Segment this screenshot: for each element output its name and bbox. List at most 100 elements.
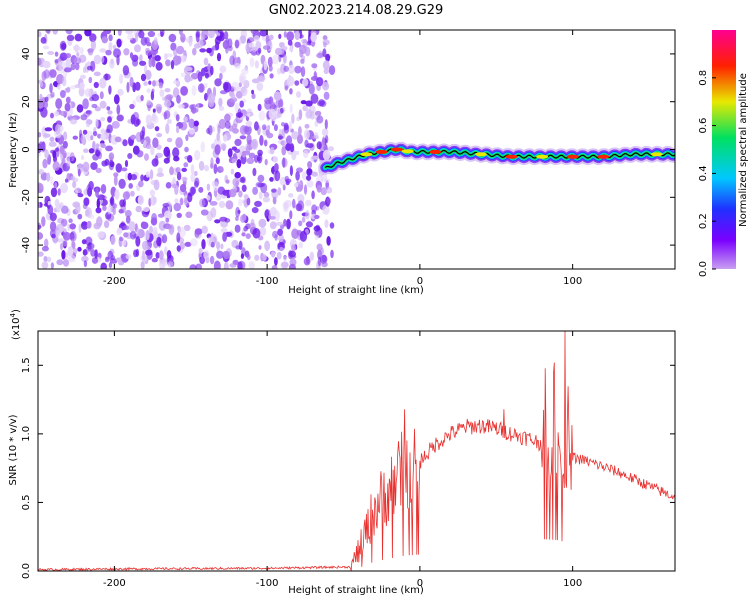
noise-speck: [40, 107, 48, 118]
noise-speck: [84, 30, 92, 37]
noise-speck: [249, 57, 255, 68]
noise-speck: [49, 136, 55, 142]
noise-speck: [223, 261, 229, 269]
noise-speck: [113, 175, 118, 186]
noise-speck: [41, 216, 46, 227]
noise-speck: [234, 39, 240, 49]
noise-speck: [179, 197, 184, 206]
noise-speck: [165, 59, 171, 67]
noise-speck: [54, 182, 58, 190]
ridge-hotspot: [566, 154, 579, 159]
noise-speck: [303, 257, 311, 266]
noise-speck: [133, 249, 138, 258]
noise-speck: [254, 60, 259, 69]
noise-speck: [122, 65, 130, 76]
noise-speck: [302, 78, 309, 87]
noise-speck: [128, 183, 133, 189]
noise-speck: [238, 190, 243, 198]
noise-speck: [69, 223, 76, 230]
noise-speck: [46, 30, 51, 35]
noise-speck: [171, 183, 177, 189]
noise-speck: [216, 250, 224, 259]
noise-speck: [277, 242, 281, 250]
noise-speck: [247, 112, 251, 118]
noise-speck: [287, 39, 293, 46]
noise-speck: [292, 198, 296, 209]
noise-speck: [86, 220, 92, 229]
noise-speck: [216, 52, 222, 62]
noise-speck: [185, 134, 189, 141]
noise-speck: [258, 218, 267, 228]
noise-speck: [232, 128, 239, 134]
noise-speck: [254, 254, 260, 261]
noise-speck: [267, 124, 271, 130]
noise-speck: [181, 167, 187, 172]
noise-speck: [82, 161, 90, 173]
noise-speck: [325, 53, 331, 62]
noise-speck: [71, 241, 76, 249]
noise-speck: [190, 186, 196, 195]
noise-speck: [215, 241, 221, 250]
noise-speck: [282, 184, 286, 191]
noise-speck: [271, 265, 278, 269]
noise-speck: [311, 204, 317, 213]
noise-speck: [201, 239, 206, 250]
noise-speck: [241, 150, 247, 158]
noise-speck: [142, 207, 150, 213]
noise-speck: [247, 254, 251, 261]
noise-speck: [136, 118, 141, 126]
noise-speck: [136, 150, 144, 158]
noise-speck: [199, 48, 207, 53]
x-tick-label: 0: [417, 578, 423, 589]
noise-speck: [239, 75, 245, 84]
noise-speck: [100, 55, 105, 63]
noise-speck: [50, 187, 58, 198]
noise-speck: [107, 250, 114, 260]
noise-speck: [258, 110, 266, 121]
noise-speck: [215, 193, 222, 201]
noise-speck: [316, 77, 324, 87]
noise-speck: [143, 81, 148, 86]
noise-speck: [57, 83, 61, 90]
noise-speck: [52, 161, 60, 171]
noise-speck: [239, 100, 244, 108]
noise-speck: [316, 141, 322, 150]
noise-speck: [197, 83, 205, 93]
noise-speck: [223, 251, 231, 260]
noise-speck: [254, 154, 259, 163]
colorbar-label: Normalized spectral amplitude: [738, 73, 749, 227]
noise-speck: [44, 127, 53, 132]
noise-speck: [234, 138, 242, 147]
noise-speck: [307, 161, 313, 169]
noise-speck: [201, 30, 209, 39]
noise-speck: [90, 162, 98, 170]
noise-speck: [128, 221, 136, 232]
noise-speck: [286, 218, 291, 230]
noise-speck: [116, 114, 124, 122]
noise-speck: [49, 176, 54, 185]
noise-speck: [155, 252, 160, 259]
noise-speck: [234, 224, 241, 233]
noise-speck: [195, 31, 200, 43]
noise-speck: [123, 232, 129, 238]
noise-speck: [234, 148, 241, 153]
ridge-hotspot: [375, 149, 388, 154]
noise-speck: [38, 169, 45, 175]
noise-speck: [239, 125, 248, 135]
noise-speck: [316, 243, 323, 251]
noise-speck: [80, 155, 85, 160]
noise-speck: [99, 48, 107, 53]
noise-speck: [154, 126, 160, 132]
noise-speck: [81, 221, 88, 226]
noise-speck: [295, 171, 300, 181]
noise-speck: [84, 88, 92, 97]
noise-speck: [146, 42, 152, 47]
noise-speck: [113, 94, 120, 105]
noise-speck: [257, 174, 265, 183]
noise-speck: [49, 212, 57, 222]
noise-speck: [109, 58, 115, 69]
noise-speck: [245, 145, 251, 155]
noise-speck: [172, 87, 180, 98]
noise-speck: [170, 59, 175, 70]
noise-speck: [253, 35, 260, 42]
